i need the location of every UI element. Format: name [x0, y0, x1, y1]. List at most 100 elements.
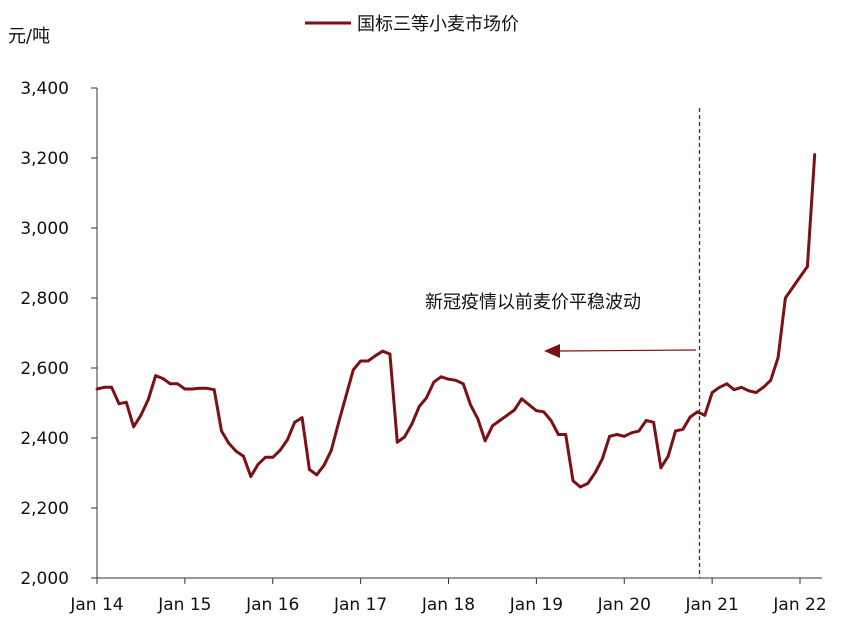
series-point	[564, 433, 568, 436]
y-tick-label: 2,000	[20, 569, 69, 589]
series-point	[388, 352, 392, 356]
series-point	[300, 416, 304, 420]
series-point	[571, 479, 575, 483]
series-point	[469, 403, 472, 407]
series-point	[139, 413, 143, 417]
series-point	[425, 396, 428, 400]
x-tick-label: Jan 18	[421, 595, 475, 615]
y-tick-label: 2,400	[20, 429, 69, 449]
series-point	[505, 413, 509, 417]
series-point	[359, 359, 362, 363]
series-point	[146, 398, 150, 401]
series-point	[227, 441, 231, 445]
series-point	[176, 382, 180, 386]
series-point	[417, 405, 421, 408]
series-point	[688, 415, 692, 419]
series-point	[249, 475, 253, 478]
series-point	[264, 455, 267, 459]
series-point	[791, 286, 795, 289]
series-line-wheat-price	[96, 154, 817, 489]
series-point	[491, 424, 494, 428]
series-point	[205, 386, 209, 390]
annotation-text: 新冠疫情以前麦价平稳波动	[425, 292, 641, 313]
series-point	[513, 408, 516, 412]
series-point	[769, 378, 773, 382]
series-point	[652, 420, 655, 424]
y-axis-ticks: 2,000 2,200 2,400 2,600 2,800 3,000 3,200 3,400	[20, 79, 97, 589]
x-tick-label: Jan 22	[772, 595, 826, 615]
series-point	[271, 455, 275, 459]
series-point	[637, 429, 641, 433]
x-tick-label: Jan 20	[597, 595, 651, 615]
series-point	[161, 377, 165, 380]
series-point	[234, 449, 238, 453]
series-point	[183, 387, 187, 391]
x-tick-label: Jan 21	[685, 595, 739, 615]
series-point	[403, 435, 406, 439]
series-point	[674, 429, 677, 433]
series-point	[278, 448, 282, 452]
series-point	[659, 466, 663, 470]
series-point	[557, 433, 560, 436]
y-tick-label: 2,200	[20, 499, 69, 519]
x-tick-label: Jan 19	[509, 595, 563, 615]
x-tick-label: Jan 15	[157, 595, 211, 615]
series-point	[615, 433, 619, 436]
y-tick-label: 3,400	[20, 79, 69, 99]
series-point	[190, 387, 194, 391]
series-point	[593, 471, 597, 475]
annotation-arrow-shaft	[559, 349, 697, 352]
series-point	[198, 386, 201, 390]
series-point	[578, 485, 582, 489]
series-point	[447, 377, 450, 381]
series-point	[754, 391, 758, 394]
series-point	[373, 354, 377, 358]
series-point	[813, 153, 817, 156]
series-point	[439, 375, 443, 379]
series-point	[784, 296, 787, 300]
series-point	[329, 448, 333, 452]
series-point	[527, 403, 531, 407]
series-point	[681, 427, 685, 431]
series-point	[337, 420, 341, 424]
annotation-arrow-head	[544, 344, 560, 358]
x-tick-label: Jan 16	[245, 595, 299, 615]
series-point	[117, 402, 121, 406]
x-axis-ticks: Jan 14 Jan 15 Jan 16 Jan 17 Jan 18 Jan 19 Jan …	[69, 578, 827, 615]
series-point	[520, 397, 524, 401]
y-tick-label: 2,800	[20, 289, 69, 309]
series-point	[798, 275, 802, 279]
series-point	[256, 462, 260, 466]
series-point	[600, 457, 604, 461]
series-point	[242, 454, 245, 458]
series-point	[381, 349, 384, 353]
series-point	[102, 385, 106, 389]
series-point	[666, 454, 670, 458]
series-point	[806, 265, 809, 268]
series-point	[168, 382, 172, 386]
series-point	[498, 419, 502, 422]
series-point	[220, 429, 223, 433]
series-point	[630, 431, 633, 435]
series-point	[315, 473, 319, 477]
x-tick-label: Jan 14	[69, 595, 123, 615]
series-point	[308, 468, 311, 471]
x-tick-label: Jan 17	[333, 595, 387, 615]
series-point	[549, 419, 553, 422]
series-point	[483, 439, 487, 443]
series-point	[703, 413, 707, 417]
series-point	[454, 378, 458, 382]
series-point	[776, 356, 780, 359]
series-point	[644, 419, 648, 422]
series-point	[286, 438, 289, 442]
series-points	[95, 153, 817, 489]
series-point	[124, 400, 128, 404]
series-point	[476, 417, 480, 421]
series-point	[432, 380, 436, 384]
series-point	[395, 440, 399, 444]
series-point	[154, 374, 158, 378]
series-point	[461, 382, 465, 386]
series-point	[696, 410, 699, 414]
series-point	[351, 368, 355, 372]
y-tick-label: 2,600	[20, 359, 69, 379]
